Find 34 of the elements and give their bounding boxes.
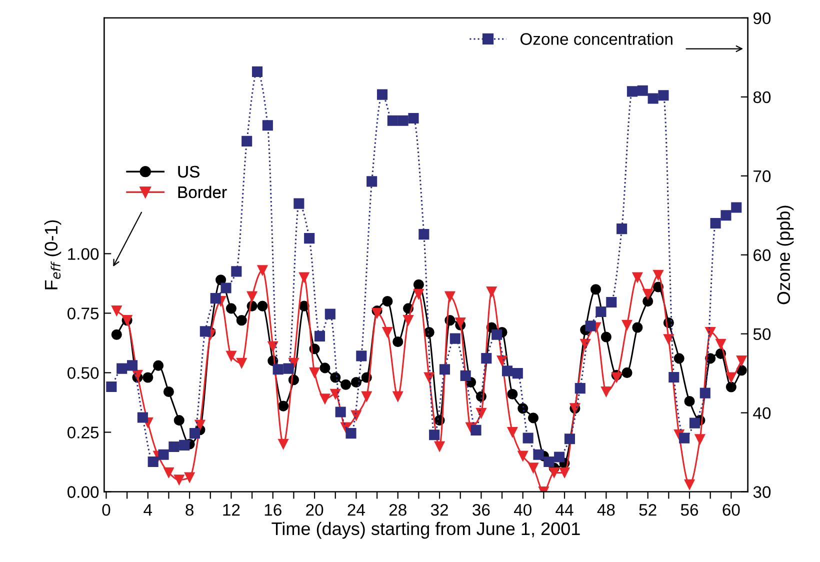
x-tick-label: 8 xyxy=(186,504,194,516)
x-tick-label: 52 xyxy=(639,504,656,516)
x-tick-label: 48 xyxy=(597,504,615,516)
x-tick-label: 24 xyxy=(348,504,365,516)
x-tick-label: 44 xyxy=(556,504,574,516)
x-tick-label: 32 xyxy=(430,504,448,516)
x-axis-title: Time (days) starting from June 1, 2001 xyxy=(272,522,580,539)
x-tick-label: 0 xyxy=(102,504,110,516)
y-tick-label: 0.50 xyxy=(67,367,99,379)
legend-label: Ozone concentration xyxy=(520,32,672,45)
y2-tick-label: 50 xyxy=(753,328,771,340)
x-tick-label: 60 xyxy=(722,504,740,516)
x-tick-label: 12 xyxy=(223,504,240,516)
y2-tick-label: 70 xyxy=(754,170,771,182)
y2-tick-label: 80 xyxy=(753,91,771,104)
x-tick-label: 4 xyxy=(144,504,152,516)
x-tick-label: 28 xyxy=(389,504,406,516)
x-tick-label: 40 xyxy=(514,504,532,516)
y2-axis-title: Ozone (ppb) xyxy=(776,206,794,304)
y2-tick-label: 30 xyxy=(753,486,771,498)
y-tick-label: 0.75 xyxy=(67,308,99,320)
y2-tick-label: 90 xyxy=(753,12,771,24)
x-tick-label: 20 xyxy=(306,504,324,516)
legend-label: US xyxy=(178,166,200,178)
x-tick-label: 36 xyxy=(472,504,490,516)
y-tick-label: 0.25 xyxy=(67,426,99,438)
x-tick-label: 56 xyxy=(680,504,698,516)
y2-tick-label: 40 xyxy=(753,407,771,419)
y-tick-label: 0.00 xyxy=(67,486,99,498)
legend-label: Border xyxy=(178,186,227,198)
y-tick-label: 1.00 xyxy=(68,248,99,260)
y-axis-title: F$_{eff}$ (0-1) xyxy=(44,220,62,290)
x-tick-label: 16 xyxy=(264,504,282,516)
y2-tick-label: 60 xyxy=(754,249,771,262)
